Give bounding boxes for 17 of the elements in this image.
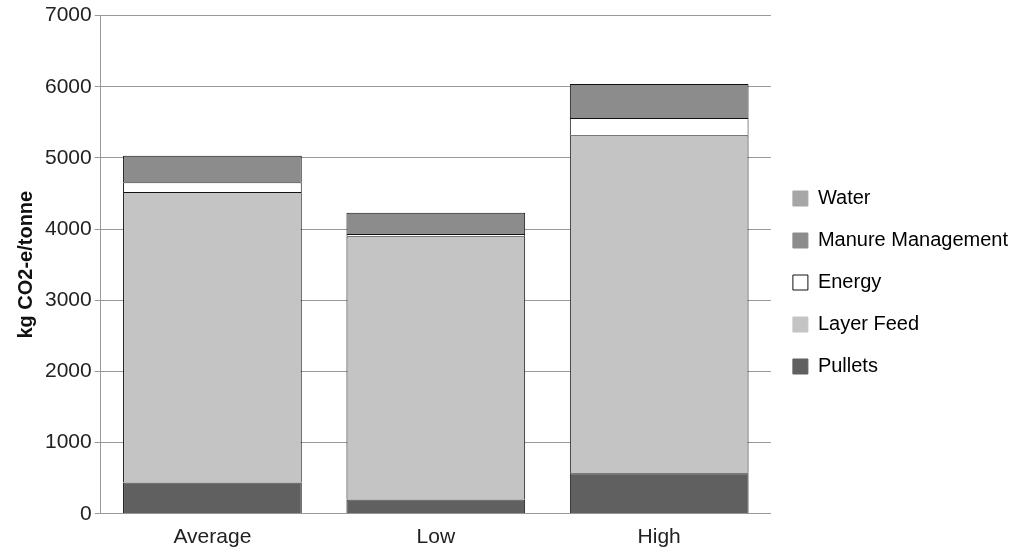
legend-label: Water [817, 186, 871, 209]
x-tick-label: Low [416, 524, 456, 548]
y-axis-title: kg CO2-e/tonne [13, 190, 36, 339]
y-tick-label: 6000 [45, 73, 92, 97]
x-tick-label: High [637, 524, 681, 548]
y-tick-label: 0 [80, 500, 92, 524]
y-tick-label: 4000 [45, 215, 92, 239]
y-tick-label: 5000 [45, 144, 92, 168]
legend-label: Pullets [817, 354, 878, 377]
y-tick-label: 3000 [45, 287, 92, 311]
y-tick-label: 1000 [45, 429, 92, 453]
x-tick-label: Average [173, 524, 252, 548]
y-tick-label: 2000 [45, 358, 92, 382]
legend-label: Energy [817, 270, 882, 293]
legend-label: Layer Feed [817, 312, 920, 335]
y-tick-label: 7000 [45, 2, 92, 26]
legend-label: Manure Management [817, 228, 1009, 251]
